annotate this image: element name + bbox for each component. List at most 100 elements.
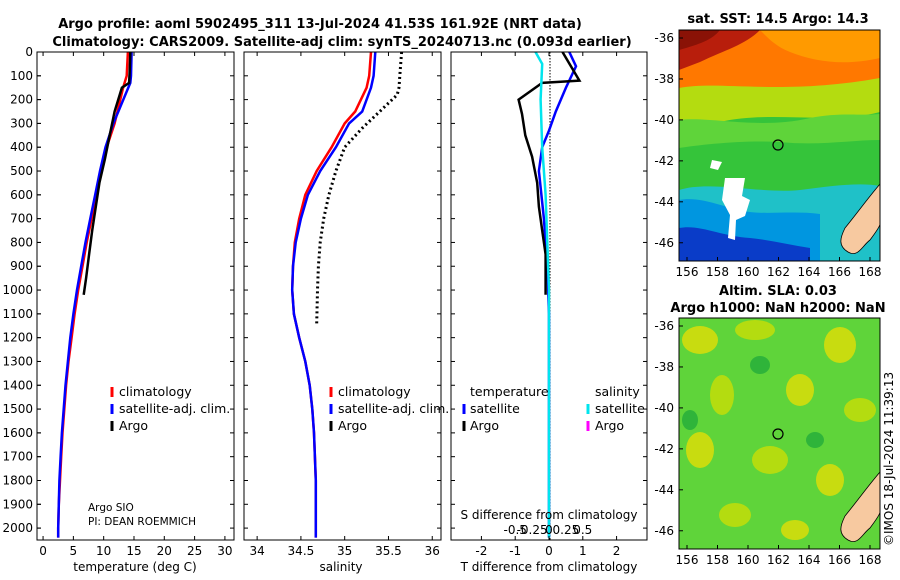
sla-map-frame <box>678 317 881 550</box>
map-y-tick-label: -38 <box>654 72 674 86</box>
main-title-line1: Argo profile: aoml 5902495_311 13-Jul-20… <box>58 17 582 32</box>
t-difference-label: T difference from climatology <box>460 560 638 574</box>
x-tick-label: 34.5 <box>288 544 315 558</box>
map-y-tick-label: -36 <box>654 319 674 333</box>
temperature-plot-frame <box>36 51 235 541</box>
x-tick-label: 30 <box>217 544 232 558</box>
depth-tick-label: 1700 <box>2 450 33 464</box>
sst-map-title: sat. SST: 14.5 Argo: 14.3 <box>687 12 868 27</box>
legend-label-sal-satellite: satellite <box>595 401 645 416</box>
depth-tick-label: 0 <box>25 45 33 59</box>
x-tick-label: 35 <box>337 544 352 558</box>
temperature-panel: 0100200300400500600700800900100011001200… <box>2 45 235 574</box>
map-x-tick-label: 168 <box>859 265 882 279</box>
salinity-plot-frame <box>243 51 442 541</box>
s-tick-label: 0.5 <box>573 523 592 537</box>
x-tick-label: 2 <box>613 544 621 558</box>
depth-tick-label: 1400 <box>2 378 33 392</box>
map-y-tick-label: -40 <box>654 113 674 127</box>
temperature-xlabel: temperature (deg C) <box>73 560 196 574</box>
imos-credit: ©IMOS 18-Jul-2024 11:39:13 <box>882 372 896 546</box>
map-x-tick-label: 168 <box>859 553 882 567</box>
map-x-tick-label: 156 <box>676 265 699 279</box>
depth-tick-label: 300 <box>10 116 33 130</box>
legend-title-salinity: salinity <box>595 384 640 399</box>
legend-title-temperature: temperature <box>470 384 549 399</box>
legend-label-satellite: satellite-adj. clim. <box>338 401 449 416</box>
salinity-xlabel: salinity <box>319 560 362 574</box>
series-line-satellite-adj-clim- <box>290 51 377 538</box>
map-y-tick-label: -36 <box>654 31 674 45</box>
depth-tick-label: 1100 <box>2 307 33 321</box>
legend-label-climatology: climatology <box>338 384 411 399</box>
x-tick-label: 5 <box>70 544 78 558</box>
sst-map: sat. SST: 14.5 Argo: 14.3 -36 -38 -40 -42 -4… <box>654 12 881 279</box>
map-x-tick-label: 162 <box>767 265 790 279</box>
map-x-tick-label: 164 <box>798 553 821 567</box>
x-tick-label: 36 <box>425 544 440 558</box>
map-x-tick-label: 166 <box>828 265 851 279</box>
legend-label-temp-argo: Argo <box>470 418 499 433</box>
salinity-legend: climatology satellite-adj. clim. Argo <box>329 384 449 433</box>
map-x-tick-label: 166 <box>828 553 851 567</box>
depth-tick-label: 1000 <box>2 283 33 297</box>
map-x-tick-label: 160 <box>737 553 760 567</box>
depth-tick-label: 1900 <box>2 497 33 511</box>
depth-tick-label: 600 <box>10 188 33 202</box>
map-y-tick-label: -46 <box>654 236 674 250</box>
series-line-climatology <box>290 51 373 538</box>
map-y-tick-label: -44 <box>654 483 674 497</box>
depth-tick-label: 500 <box>10 164 33 178</box>
map-x-tick-label: 160 <box>737 265 760 279</box>
depth-tick-label: 1500 <box>2 402 33 416</box>
x-tick-label: 25 <box>187 544 202 558</box>
depth-tick-label: 2000 <box>2 521 33 535</box>
series-line-climatology <box>56 51 130 538</box>
map-y-tick-label: -40 <box>654 401 674 415</box>
x-tick-label: -1 <box>509 544 521 558</box>
depth-tick-label: 900 <box>10 259 33 273</box>
sla-map-subtitle: Argo h1000: NaN h2000: NaN <box>670 301 885 316</box>
legend-label-argo: Argo <box>338 418 367 433</box>
x-tick-label: 34 <box>249 544 264 558</box>
map-y-tick-label: -46 <box>654 524 674 538</box>
s-tick-label: -0.5 <box>503 523 526 537</box>
map-x-tick-label: 162 <box>767 553 790 567</box>
sst-map-frame <box>678 29 881 262</box>
legend-label-argo: Argo <box>119 418 148 433</box>
x-tick-label: 35.5 <box>375 544 402 558</box>
sla-map-title: Altim. SLA: 0.03 <box>719 284 837 299</box>
map-x-tick-label: 156 <box>676 553 699 567</box>
x-tick-label: 10 <box>96 544 111 558</box>
s-difference-label: S difference from climatology <box>461 508 638 522</box>
series-line-salinity-satellite <box>534 51 551 538</box>
argo-institution: Argo SIO <box>88 502 134 514</box>
depth-tick-label: 700 <box>10 212 33 226</box>
depth-tick-label: 1200 <box>2 331 33 345</box>
s-tick-label: -0.25 <box>517 523 548 537</box>
map-x-tick-label: 158 <box>706 265 729 279</box>
main-title-line2: Climatology: CARS2009. Satellite-adj cli… <box>52 35 631 50</box>
x-tick-label: 20 <box>157 544 172 558</box>
legend-label-satellite: satellite-adj. clim. <box>119 401 230 416</box>
depth-tick-label: 400 <box>10 140 33 154</box>
depth-tick-label: 1300 <box>2 354 33 368</box>
temperature-legend: climatology satellite-adj. clim. Argo <box>110 384 230 433</box>
depth-tick-label: 200 <box>10 93 33 107</box>
legend-label-sal-argo: Argo <box>595 418 624 433</box>
s-tick-label: 0 <box>545 523 553 537</box>
difference-panel: -2 -1 0 1 2 -0.5-0.250 0.250.5 S difference f… <box>450 51 648 574</box>
series-line-argo <box>315 51 404 324</box>
x-tick-label: 15 <box>126 544 141 558</box>
map-x-tick-label: 164 <box>798 265 821 279</box>
depth-tick-label: 1800 <box>2 473 33 487</box>
s-tick-label: 0.25 <box>553 523 580 537</box>
map-y-tick-label: -42 <box>654 442 674 456</box>
difference-legend: temperature salinity satellite Argo sate… <box>462 384 645 433</box>
legend-label-temp-satellite: satellite <box>470 401 520 416</box>
series-line-satellite-adj-clim- <box>56 51 133 538</box>
x-tick-label: 1 <box>579 544 587 558</box>
argo-pi: PI: DEAN ROEMMICH <box>88 516 196 528</box>
series-line-argo <box>82 51 132 295</box>
